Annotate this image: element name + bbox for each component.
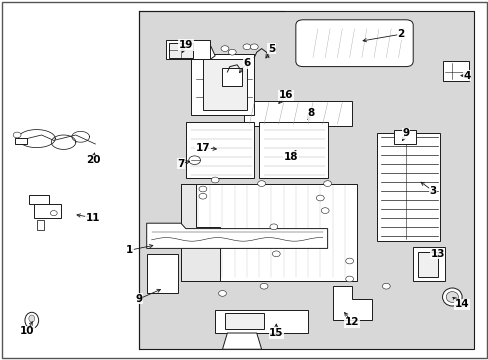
Ellipse shape <box>442 288 461 306</box>
FancyBboxPatch shape <box>190 54 254 115</box>
FancyBboxPatch shape <box>244 101 351 126</box>
Text: 1: 1 <box>126 245 133 255</box>
Text: 10: 10 <box>20 326 34 336</box>
Polygon shape <box>222 333 261 349</box>
FancyBboxPatch shape <box>259 122 327 178</box>
Text: 7: 7 <box>177 159 184 169</box>
Circle shape <box>321 208 328 213</box>
Circle shape <box>382 283 389 289</box>
Ellipse shape <box>25 312 39 328</box>
FancyBboxPatch shape <box>215 310 307 333</box>
Circle shape <box>221 46 228 51</box>
Text: 15: 15 <box>268 328 283 338</box>
Polygon shape <box>181 184 220 281</box>
Polygon shape <box>37 220 44 230</box>
Circle shape <box>188 156 200 165</box>
FancyBboxPatch shape <box>376 133 439 241</box>
Circle shape <box>257 181 265 186</box>
FancyBboxPatch shape <box>15 138 27 144</box>
Text: 18: 18 <box>283 152 298 162</box>
Circle shape <box>345 276 353 282</box>
FancyBboxPatch shape <box>412 247 444 281</box>
Text: 5: 5 <box>267 44 274 54</box>
FancyBboxPatch shape <box>166 40 210 59</box>
FancyBboxPatch shape <box>393 130 415 144</box>
Text: 8: 8 <box>306 108 313 118</box>
Text: 17: 17 <box>195 143 210 153</box>
Circle shape <box>243 44 250 50</box>
Polygon shape <box>139 11 473 349</box>
Polygon shape <box>332 286 371 320</box>
Circle shape <box>260 283 267 289</box>
FancyBboxPatch shape <box>34 204 61 218</box>
FancyBboxPatch shape <box>146 254 178 293</box>
Polygon shape <box>181 45 215 59</box>
Text: 9: 9 <box>402 128 408 138</box>
Text: 20: 20 <box>85 155 100 165</box>
Circle shape <box>323 181 331 186</box>
Circle shape <box>218 291 226 296</box>
FancyBboxPatch shape <box>442 61 468 81</box>
Polygon shape <box>146 223 327 248</box>
Circle shape <box>316 195 324 201</box>
FancyBboxPatch shape <box>181 184 356 281</box>
FancyBboxPatch shape <box>295 20 412 67</box>
Ellipse shape <box>446 292 458 302</box>
Circle shape <box>345 258 353 264</box>
Circle shape <box>269 224 277 230</box>
Text: 6: 6 <box>243 58 250 68</box>
Text: 13: 13 <box>429 249 444 259</box>
Text: 12: 12 <box>344 317 359 327</box>
Circle shape <box>13 132 21 138</box>
Circle shape <box>199 193 206 199</box>
Circle shape <box>199 186 206 192</box>
Circle shape <box>250 44 258 50</box>
Text: 11: 11 <box>85 213 100 223</box>
Text: 9: 9 <box>136 294 142 304</box>
FancyBboxPatch shape <box>29 195 49 204</box>
FancyBboxPatch shape <box>168 43 193 58</box>
Text: 19: 19 <box>178 40 193 50</box>
Text: 3: 3 <box>428 186 435 196</box>
Text: 14: 14 <box>454 299 468 309</box>
FancyBboxPatch shape <box>224 313 264 329</box>
Circle shape <box>228 49 236 55</box>
Circle shape <box>211 177 219 183</box>
FancyBboxPatch shape <box>203 59 246 110</box>
FancyBboxPatch shape <box>185 122 254 178</box>
Text: 4: 4 <box>462 71 470 81</box>
Text: 16: 16 <box>278 90 293 100</box>
Circle shape <box>50 211 57 216</box>
Ellipse shape <box>29 315 35 322</box>
Text: 2: 2 <box>397 29 404 39</box>
Circle shape <box>272 251 280 257</box>
FancyBboxPatch shape <box>222 68 242 86</box>
FancyBboxPatch shape <box>417 252 437 277</box>
